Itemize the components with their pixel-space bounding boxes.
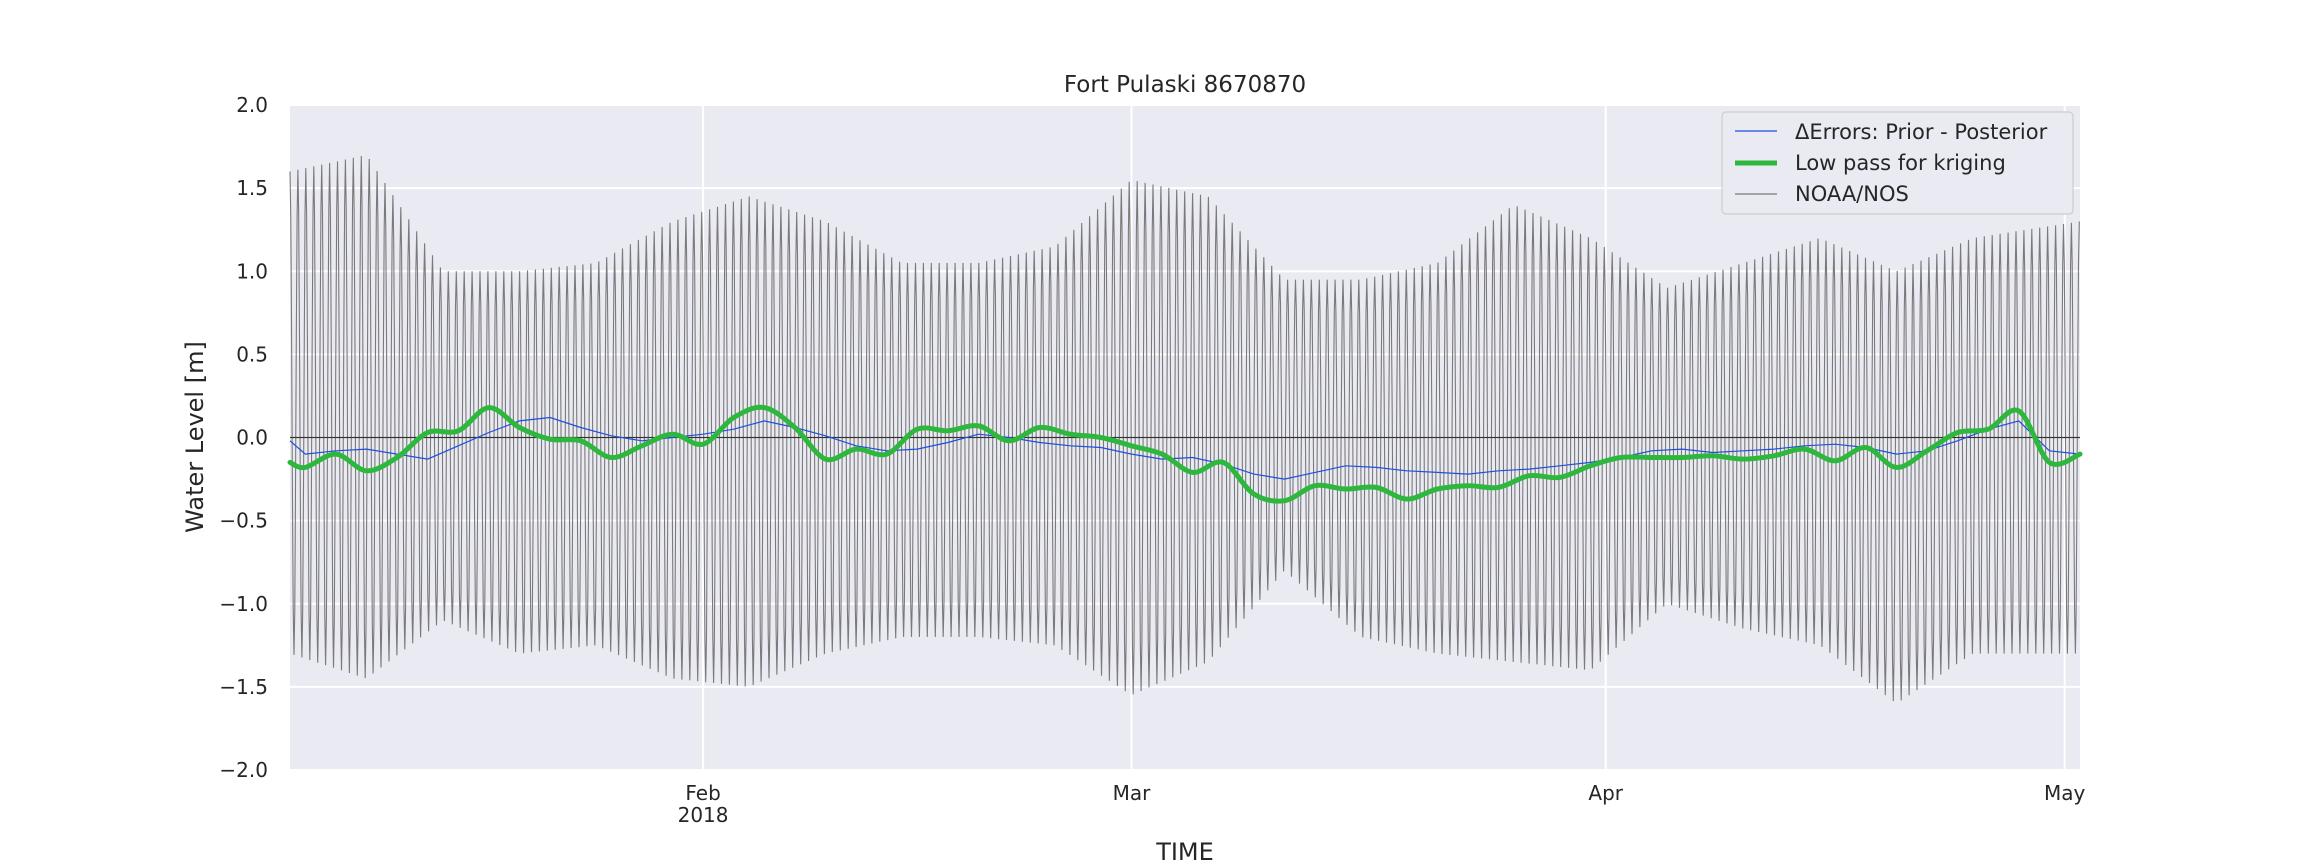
y-tick-label: 1.0 bbox=[236, 259, 268, 283]
series-errors-line bbox=[289, 416, 2081, 480]
series-noaa-line bbox=[289, 155, 2080, 702]
x-tick-label: May bbox=[2044, 781, 2086, 805]
legend-label-noaa: NOAA/NOS bbox=[1795, 182, 1909, 206]
y-tick-label: 0.0 bbox=[236, 426, 268, 450]
y-tick-label: 0.5 bbox=[236, 342, 268, 366]
x-tick-label: Feb bbox=[685, 781, 720, 805]
y-axis-label: Water Level [m] bbox=[181, 341, 209, 533]
y-tick-label: 1.5 bbox=[236, 176, 268, 200]
y-axis-ticks: −2.0 −1.5 −1.0 −0.5 0.0 0.5 1.0 1.5 2.0 bbox=[219, 93, 268, 782]
legend-label-lowpass: Low pass for kriging bbox=[1795, 151, 2006, 175]
x-tick-label: Apr bbox=[1588, 781, 1623, 805]
y-tick-label: −0.5 bbox=[219, 509, 268, 533]
y-tick-label: −2.0 bbox=[219, 758, 268, 782]
series-lowpass-line bbox=[287, 404, 2083, 504]
legend: ΔErrors: Prior - Posterior Low pass for … bbox=[1721, 111, 2074, 215]
series-layer bbox=[287, 155, 2083, 702]
x-tick-sublabel: 2018 bbox=[678, 803, 729, 827]
x-tick-label: Mar bbox=[1113, 781, 1152, 805]
legend-label-errors: ΔErrors: Prior - Posterior bbox=[1795, 120, 2048, 144]
y-tick-label: 2.0 bbox=[236, 93, 268, 117]
chart-title: Fort Pulaski 8670870 bbox=[1064, 72, 1306, 98]
legend-box bbox=[1721, 111, 2074, 215]
y-tick-label: −1.5 bbox=[219, 675, 268, 699]
y-tick-label: −1.0 bbox=[219, 592, 268, 616]
x-axis-label: TIME bbox=[1155, 838, 1214, 864]
